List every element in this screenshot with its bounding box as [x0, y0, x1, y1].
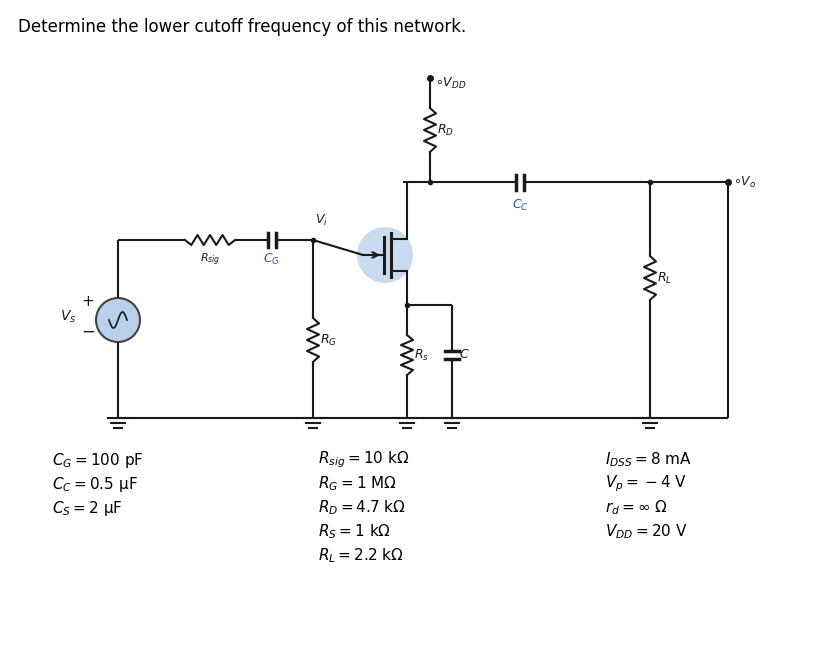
Text: $V_p = -4$ V: $V_p = -4$ V: [605, 474, 687, 495]
Text: $C$: $C$: [459, 348, 470, 361]
Circle shape: [96, 298, 140, 342]
Text: −: −: [81, 323, 95, 341]
Text: $r_d = ∞$ Ω: $r_d = ∞$ Ω: [605, 499, 668, 518]
Text: $I_{DSS} = 8$ mA: $I_{DSS} = 8$ mA: [605, 451, 692, 469]
Text: $R_G = 1$ MΩ: $R_G = 1$ MΩ: [318, 475, 396, 493]
Text: $R_S = 1$ kΩ: $R_S = 1$ kΩ: [318, 523, 391, 541]
Text: $V_s$: $V_s$: [60, 309, 76, 325]
Text: $C_G = 100$ pF: $C_G = 100$ pF: [52, 451, 144, 470]
Text: $R_D = 4.7$ kΩ: $R_D = 4.7$ kΩ: [318, 499, 406, 518]
Text: $C_S = 2$ μF: $C_S = 2$ μF: [52, 499, 123, 518]
Text: $C_G$: $C_G$: [264, 252, 281, 267]
Text: $R_D$: $R_D$: [437, 123, 454, 138]
Text: $R_{sig} = 10$ kΩ: $R_{sig} = 10$ kΩ: [318, 450, 409, 470]
Text: $C_C$: $C_C$: [512, 198, 528, 213]
Circle shape: [357, 227, 413, 283]
Text: $R_L$: $R_L$: [657, 270, 672, 285]
Text: $R_L = 2.2$ kΩ: $R_L = 2.2$ kΩ: [318, 546, 404, 565]
Text: $\circ V_{DD}$: $\circ V_{DD}$: [435, 76, 466, 91]
Text: $R_s$: $R_s$: [414, 348, 429, 363]
Text: +: +: [81, 295, 94, 310]
Text: $R_{sig}$: $R_{sig}$: [200, 252, 220, 268]
Text: $R_G$: $R_G$: [320, 333, 337, 348]
Text: $\circ V_o$: $\circ V_o$: [733, 174, 756, 190]
Text: $V_{DD} = 20$ V: $V_{DD} = 20$ V: [605, 523, 688, 541]
Text: $C_C = 0.5$ μF: $C_C = 0.5$ μF: [52, 474, 138, 493]
Text: $V_i$: $V_i$: [315, 213, 328, 228]
Text: Determine the lower cutoff frequency of this network.: Determine the lower cutoff frequency of …: [18, 18, 466, 36]
